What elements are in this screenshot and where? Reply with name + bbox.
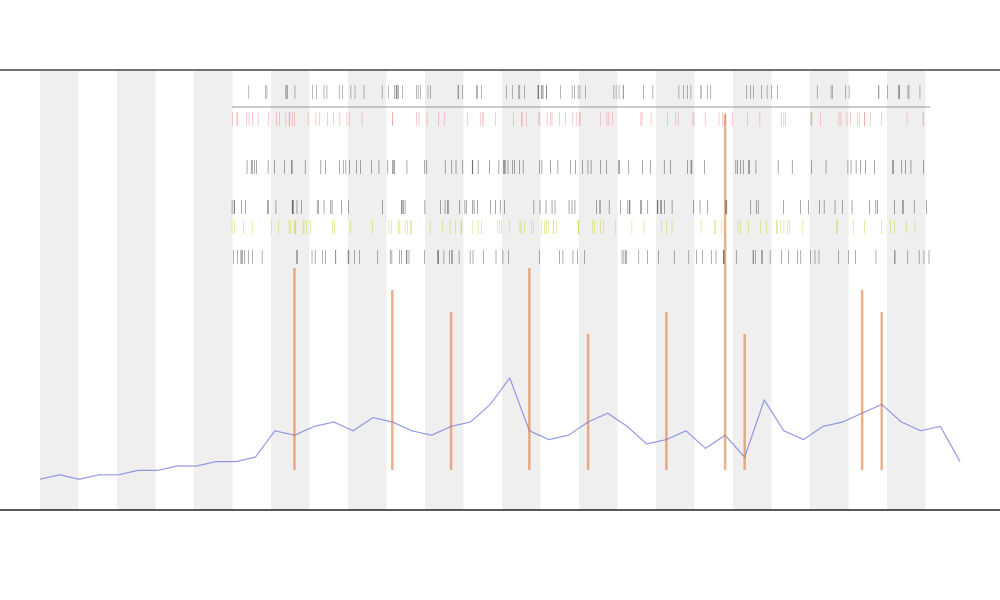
series-line (39, 376, 961, 480)
band (733, 70, 772, 510)
band (194, 70, 233, 510)
band (579, 70, 618, 510)
band (656, 70, 695, 510)
plot (39, 114, 961, 480)
band (425, 70, 464, 510)
band (271, 70, 310, 510)
band (887, 70, 926, 510)
band (40, 70, 79, 510)
band (117, 70, 156, 510)
band (348, 70, 387, 510)
background-bands (40, 70, 926, 510)
band (810, 70, 849, 510)
band (502, 70, 541, 510)
event-marks (231, 85, 930, 264)
